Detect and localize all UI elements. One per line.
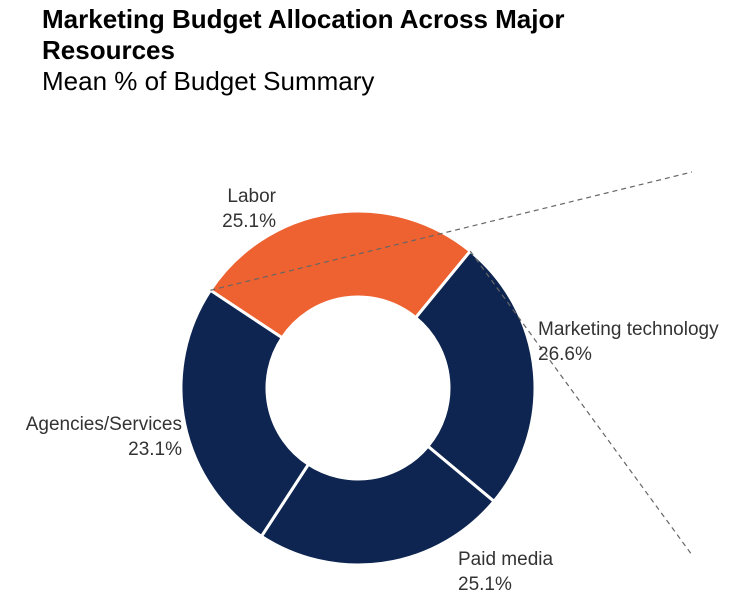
value-label: 25.1% [222,211,276,232]
chart-subtitle: Mean % of Budget Summary [42,66,375,96]
category-label: Marketing technology [538,319,719,340]
category-label: Paid media [458,549,553,570]
leader-line-top [210,171,693,291]
slice-label-marketing-technology: Marketing technology 26.6% [538,319,719,365]
value-label: 23.1% [128,439,182,460]
slice-label-agencies-services: Agencies/Services 23.1% [26,414,182,460]
slice-paid-media [413,249,537,504]
slice-label-paid-media: Paid media 25.1% [458,549,553,595]
category-label: Labor [227,186,276,207]
chart-title: Marketing Budget Allocation Across Major… [42,4,565,65]
slice-label-labor: Labor 25.1% [222,186,277,232]
slice-labor [179,288,311,539]
value-label: 26.6% [538,344,592,365]
slice-agencies-services [259,444,497,567]
category-label: Agencies/Services [26,414,182,435]
value-label: 25.1% [458,574,512,595]
